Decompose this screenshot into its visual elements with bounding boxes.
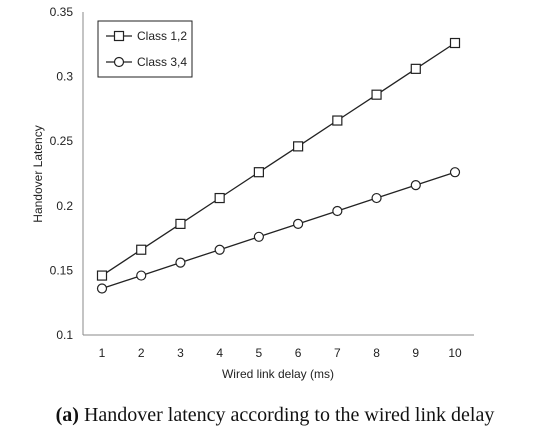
- data-point: [293, 218, 304, 229]
- data-point: [96, 283, 108, 294]
- x-tick-label: 10: [448, 346, 462, 360]
- axes: [82, 12, 474, 336]
- y-tick-label: 0.25: [50, 134, 74, 148]
- data-point: [253, 231, 264, 242]
- data-point: [410, 63, 421, 74]
- x-tick-label: 7: [334, 346, 341, 360]
- legend-item: Class 3,4: [106, 55, 187, 69]
- series-2: [96, 167, 461, 294]
- figure-caption: (a) Handover latency according to the wi…: [0, 404, 550, 427]
- series-line: [101, 171, 456, 290]
- x-tick-label: 9: [412, 346, 419, 360]
- data-point: [253, 167, 264, 178]
- x-tick-label: 2: [138, 346, 145, 360]
- legend: Class 1,2 Class 3,4: [97, 20, 193, 78]
- legend-items: Class 1,2 Class 3,4: [106, 29, 187, 69]
- series-1: [96, 37, 461, 281]
- x-tick-label: 4: [216, 346, 223, 360]
- legend-marker: [113, 30, 125, 42]
- y-tick-label: 0.15: [50, 263, 74, 277]
- x-tick-label: 8: [373, 346, 380, 360]
- data-point: [371, 192, 382, 204]
- x-tick-label: 6: [295, 346, 302, 360]
- legend-label: Class 1,2: [137, 29, 187, 43]
- data-point: [96, 270, 108, 281]
- legend-item: Class 1,2: [106, 29, 187, 43]
- y-tick-label: 0.1: [56, 328, 73, 342]
- caption-text: Handover latency according to the wired …: [83, 404, 495, 426]
- y-tick-label: 0.3: [56, 70, 73, 84]
- x-tick-label: 1: [99, 346, 106, 360]
- x-axis-label: Wired link delay (ms): [222, 367, 334, 381]
- caption-label: (a): [55, 404, 79, 426]
- data-point: [371, 89, 382, 100]
- data-point: [332, 115, 343, 126]
- data-point: [136, 270, 147, 281]
- data-point: [449, 167, 461, 178]
- y-ticks: 0.1 0.15 0.2 0.25 0.3 0.35: [50, 5, 74, 342]
- data-point: [214, 244, 225, 255]
- y-axis-label: Handover Latency: [31, 125, 45, 222]
- legend-marker: [113, 56, 125, 68]
- data-point: [175, 218, 186, 229]
- legend-box: [97, 20, 193, 78]
- data-point: [410, 180, 421, 191]
- data-point: [136, 244, 147, 255]
- series-line: [101, 42, 456, 277]
- y-tick-label: 0.2: [56, 199, 73, 213]
- x-tick-label: 3: [177, 346, 184, 360]
- legend-label: Class 3,4: [137, 55, 187, 69]
- data-point: [214, 192, 225, 204]
- x-ticks: 1 2 3 4 5 6 7 8 9 10: [99, 346, 462, 360]
- data-point: [449, 37, 461, 49]
- y-tick-label: 0.35: [50, 5, 74, 19]
- data-point: [293, 141, 304, 152]
- data-point: [175, 257, 186, 268]
- series-layer: [96, 37, 461, 294]
- x-tick-label: 5: [256, 346, 263, 360]
- data-point: [332, 205, 343, 217]
